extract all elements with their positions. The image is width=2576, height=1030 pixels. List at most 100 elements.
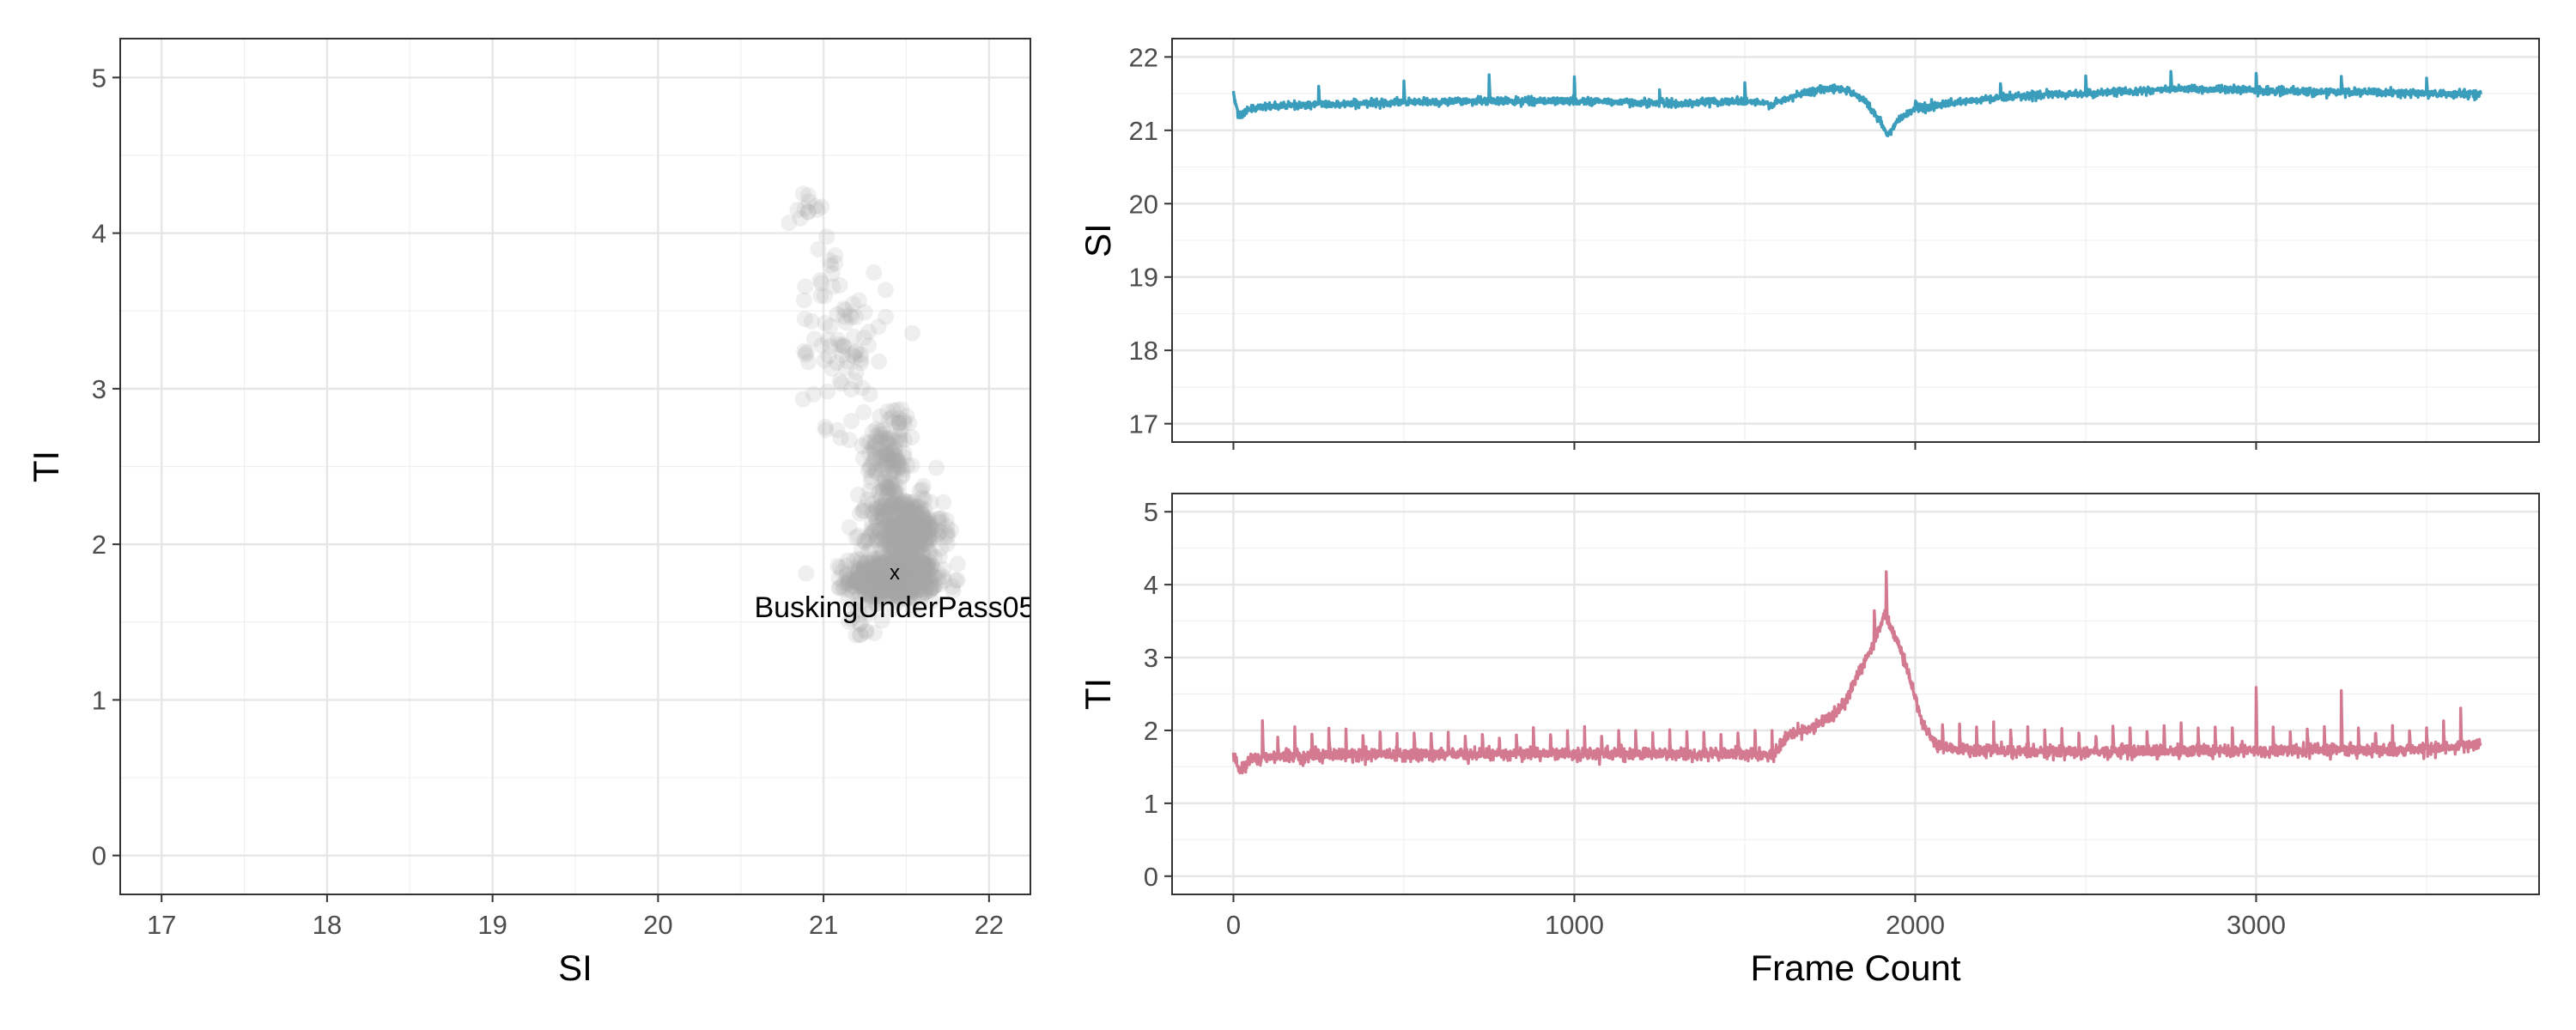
scatter-point <box>831 276 848 294</box>
scatter-point <box>812 288 829 305</box>
scatter-point <box>876 425 893 442</box>
scatter-point <box>889 554 906 571</box>
scatter-point <box>876 589 893 606</box>
scatter-point <box>870 583 887 600</box>
scatter-point <box>884 582 901 599</box>
scatter-point <box>905 575 922 592</box>
scatter-point <box>837 301 854 318</box>
scatter-point <box>878 525 895 542</box>
scatter-point <box>932 524 949 541</box>
scatter-point <box>898 575 915 592</box>
scatter-point <box>873 566 890 583</box>
scatter-point <box>894 560 911 577</box>
scatter-point <box>902 585 919 603</box>
scatter-point <box>889 587 906 604</box>
scatter-point <box>920 568 937 585</box>
scatter-point <box>898 513 915 530</box>
scatter-point <box>872 449 890 466</box>
scatter-point <box>848 561 866 579</box>
scatter-point <box>887 441 904 458</box>
scatter-point <box>918 559 935 576</box>
scatter-point <box>891 556 908 573</box>
scatter-point <box>848 529 865 546</box>
scatter-point <box>866 522 883 539</box>
scatter-point <box>844 583 861 600</box>
scatter-point <box>869 577 886 594</box>
scatter-point <box>909 545 927 562</box>
scatter-point <box>913 579 930 596</box>
scatter-point <box>841 432 858 449</box>
scatter-point <box>890 531 908 548</box>
scatter-point <box>921 510 939 527</box>
scatter-point <box>889 463 906 480</box>
scatter-point <box>855 559 872 576</box>
annotation-marker: x <box>890 561 900 585</box>
scatter-point <box>916 555 933 573</box>
scatter-point <box>876 582 893 599</box>
scatter-point <box>871 578 888 595</box>
scatter-point <box>890 560 908 577</box>
scatter-point <box>798 344 815 361</box>
scatter-point <box>845 328 862 345</box>
scatter-point <box>887 585 904 602</box>
scatter-point <box>922 546 939 563</box>
scatter-point <box>945 582 962 599</box>
scatter-point <box>902 504 920 521</box>
scatter-point <box>902 556 919 573</box>
scatter-point <box>915 555 933 573</box>
scatter-point <box>922 494 939 511</box>
scatter-point <box>882 538 899 555</box>
scatter-point <box>859 563 876 580</box>
scatter-point <box>878 566 895 583</box>
scatter-point <box>920 530 937 547</box>
scatter-point <box>881 475 898 492</box>
scatter-point <box>912 538 929 555</box>
scatter-point <box>879 530 896 548</box>
scatter-point <box>849 602 866 619</box>
scatter-point <box>890 560 907 577</box>
scatter-point <box>868 460 885 477</box>
scatter-point <box>898 535 915 552</box>
scatter-point <box>893 550 910 567</box>
scatter-point <box>909 563 927 580</box>
scatter-point <box>920 554 938 571</box>
scatter-point <box>874 585 891 602</box>
scatter-point <box>889 585 906 603</box>
scatter-point <box>925 529 942 546</box>
scatter-point <box>878 574 896 591</box>
scatter-point <box>890 559 908 576</box>
scatter-point <box>897 545 914 562</box>
scatter-point <box>909 572 927 589</box>
scatter-point <box>891 554 908 572</box>
scatter-point <box>896 568 913 585</box>
scatter-point <box>889 456 906 473</box>
scatter-point <box>905 520 922 537</box>
scatter-point <box>921 518 939 536</box>
scatter-point <box>898 573 915 591</box>
scatter-point <box>884 555 901 573</box>
scatter-point <box>865 579 882 596</box>
scatter-point <box>894 586 911 603</box>
scatter-point <box>868 512 885 529</box>
scatter-point <box>902 570 920 587</box>
scatter-point <box>885 581 902 598</box>
scatter-point <box>901 579 918 596</box>
scatter-point <box>905 532 922 549</box>
scatter-point <box>892 549 909 566</box>
scatter-point <box>868 573 885 591</box>
scatter-point <box>895 579 912 597</box>
scatter-point <box>885 524 902 541</box>
series-line <box>1231 570 2482 775</box>
scatter-point <box>848 342 865 360</box>
scatter-point <box>859 433 876 451</box>
scatter-point <box>827 247 844 264</box>
scatter-point <box>898 581 915 598</box>
scatter-point <box>884 516 902 533</box>
scatter-point <box>912 524 929 542</box>
scatter-point <box>892 567 909 585</box>
scatter-point <box>902 537 919 554</box>
scatter-point <box>890 485 907 502</box>
scatter-point <box>863 524 880 541</box>
scatter-point <box>881 573 898 590</box>
scatter-point <box>923 519 940 536</box>
